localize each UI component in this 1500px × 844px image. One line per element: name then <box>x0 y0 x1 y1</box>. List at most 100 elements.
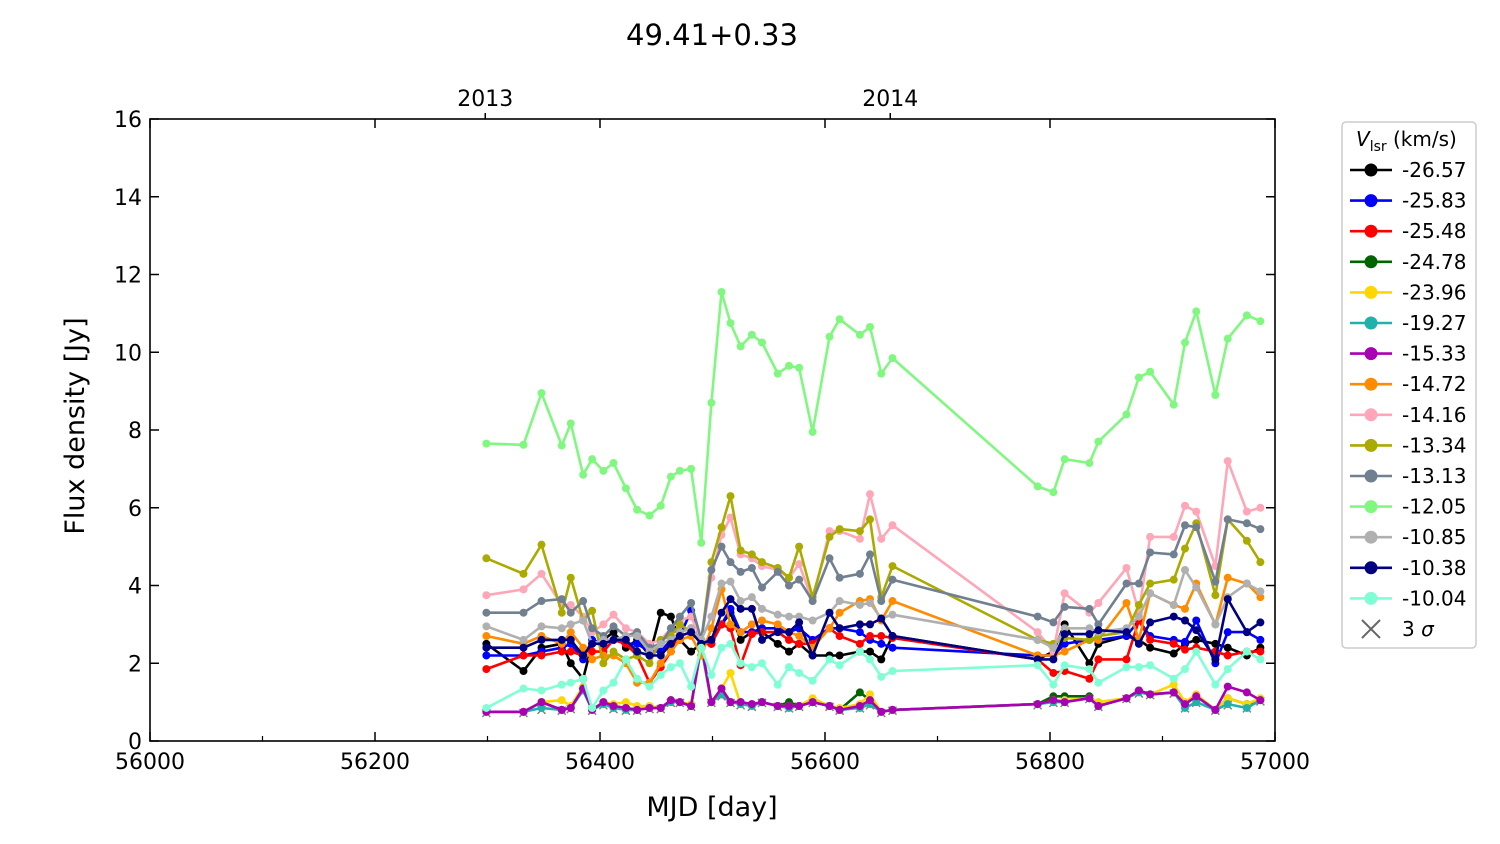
data-point <box>645 703 654 712</box>
data-point <box>758 698 766 707</box>
data-point <box>808 427 817 436</box>
data-point <box>1122 663 1131 672</box>
series--10.04 <box>482 639 1265 712</box>
data-point <box>866 515 874 524</box>
data-point <box>855 534 864 543</box>
data-point <box>1146 690 1155 699</box>
data-point <box>1256 317 1265 326</box>
data-point <box>537 686 546 695</box>
data-point <box>645 682 654 691</box>
data-point <box>633 674 642 683</box>
data-point <box>1181 338 1189 347</box>
data-point <box>537 651 546 660</box>
data-point <box>795 612 804 621</box>
data-point <box>747 620 756 629</box>
data-point <box>675 659 684 668</box>
data-point <box>1085 674 1094 683</box>
data-point <box>736 567 745 576</box>
data-point <box>675 632 684 641</box>
data-point <box>1169 400 1178 409</box>
data-point <box>855 688 864 697</box>
data-point <box>1223 595 1232 604</box>
data-point <box>835 651 844 660</box>
data-point <box>758 659 766 668</box>
legend-marker <box>1364 377 1378 391</box>
data-point <box>645 511 654 520</box>
data-point <box>697 538 706 547</box>
data-point <box>621 635 630 644</box>
data-point <box>1094 598 1103 607</box>
data-point <box>588 647 597 656</box>
y-tick-label: 2 <box>128 652 142 677</box>
data-point <box>1134 686 1143 695</box>
data-point <box>877 707 886 716</box>
data-point <box>1223 694 1232 703</box>
data-point <box>1134 612 1143 621</box>
data-point <box>758 635 766 644</box>
data-point <box>687 702 696 711</box>
data-point <box>588 703 597 712</box>
data-point <box>519 667 528 676</box>
data-point <box>1060 624 1069 633</box>
data-point <box>537 540 546 549</box>
data-point <box>835 525 844 534</box>
data-point <box>855 600 864 609</box>
data-point <box>1223 665 1232 674</box>
data-point <box>773 639 782 648</box>
y-tick-label: 10 <box>114 341 142 366</box>
data-point <box>1211 577 1220 586</box>
data-point <box>557 624 566 633</box>
data-point <box>808 616 817 625</box>
legend-marker <box>1364 163 1378 177</box>
data-point <box>855 628 864 637</box>
data-point <box>773 610 782 619</box>
data-point <box>825 532 834 541</box>
data-point <box>1192 507 1201 516</box>
data-point <box>1192 698 1201 707</box>
legend-label: -25.48 <box>1402 219 1466 243</box>
data-point <box>1181 637 1189 646</box>
legend-marker <box>1364 316 1378 330</box>
data-point <box>687 464 696 473</box>
data-point <box>736 342 745 351</box>
data-point <box>557 647 566 656</box>
data-point <box>717 620 726 629</box>
data-point <box>707 624 716 633</box>
data-point <box>1085 694 1094 703</box>
data-point <box>1085 635 1094 644</box>
data-point <box>1169 649 1178 658</box>
data-point <box>609 610 618 619</box>
legend-marker <box>1364 224 1378 238</box>
data-point <box>645 651 654 660</box>
data-point <box>557 441 566 450</box>
legend-label: -26.57 <box>1402 158 1466 182</box>
data-point <box>1060 661 1069 670</box>
data-point <box>666 647 675 656</box>
data-point <box>1146 661 1155 670</box>
data-point <box>537 635 546 644</box>
data-point <box>726 319 735 328</box>
data-point <box>1033 628 1042 637</box>
data-point <box>1085 624 1094 633</box>
data-point <box>866 550 874 559</box>
plot-frame <box>149 118 1276 742</box>
data-point <box>599 620 608 629</box>
data-point <box>785 647 793 656</box>
data-point <box>557 608 566 617</box>
data-point <box>675 466 684 475</box>
data-point <box>785 635 793 644</box>
data-point <box>1134 373 1143 382</box>
data-point <box>707 565 716 574</box>
data-point <box>1060 647 1069 656</box>
data-point <box>537 597 546 606</box>
data-point <box>588 655 597 664</box>
data-point <box>1256 525 1265 534</box>
data-point <box>519 585 528 594</box>
legend-label: -15.33 <box>1402 342 1466 366</box>
data-point <box>1242 579 1251 588</box>
data-point <box>675 620 684 629</box>
x-tick-label: 56800 <box>1015 750 1085 775</box>
data-point <box>1169 674 1178 683</box>
legend-marker <box>1364 469 1378 483</box>
data-point <box>773 620 782 629</box>
